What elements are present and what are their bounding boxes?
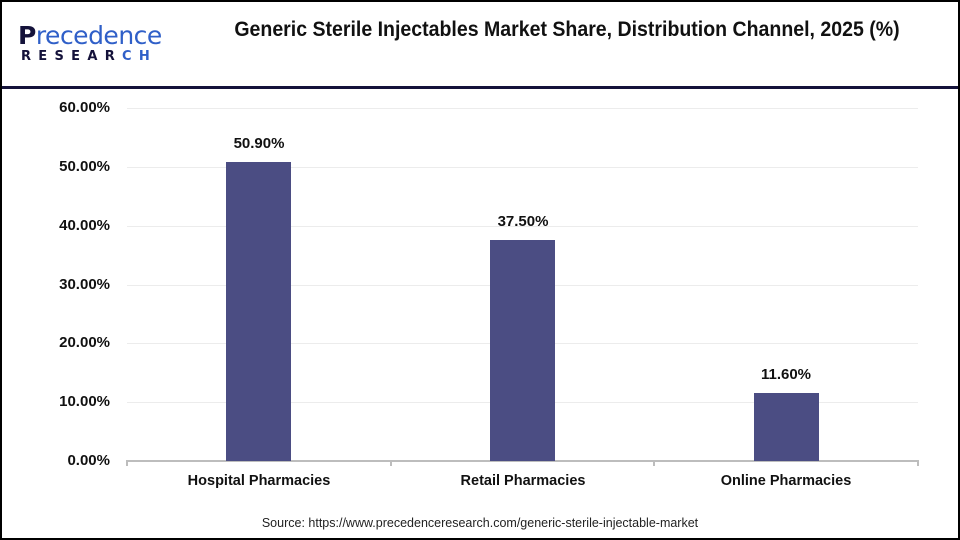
precedence-research-logo: Precedence RESEARCH <box>18 22 168 67</box>
logo-subtitle: RESEARCH <box>21 49 157 64</box>
x-axis-tick <box>390 460 392 466</box>
source-note: Source: https://www.precedenceresearch.c… <box>261 516 699 530</box>
x-axis-tick <box>126 460 128 466</box>
data-label: 11.60% <box>760 366 812 383</box>
x-axis-tick <box>917 460 919 466</box>
bar-hospital-pharmacies <box>226 162 291 461</box>
y-axis-tick-label: 20.00% <box>59 334 110 351</box>
y-axis-tick-label: 0.00% <box>67 452 110 469</box>
logo-p-glyph: P <box>18 21 36 50</box>
x-axis-category-label: Retail Pharmacies <box>460 473 586 489</box>
logo-subtitle-main: RESEAR <box>21 49 123 64</box>
data-label: 50.90% <box>233 135 285 152</box>
x-axis-category-label: Online Pharmacies <box>720 473 852 489</box>
gridline <box>127 226 918 227</box>
gridline <box>127 108 918 109</box>
logo-wordmark-rest: recedence <box>35 21 162 50</box>
x-axis-line <box>127 460 918 462</box>
chart-title: Generic Sterile Injectables Market Share… <box>234 18 900 41</box>
data-label: 37.50% <box>497 213 549 230</box>
y-axis-tick-label: 60.00% <box>59 99 110 116</box>
y-axis-tick-label: 50.00% <box>59 158 110 175</box>
x-axis-category-label: Hospital Pharmacies <box>187 473 331 489</box>
bar-online-pharmacies <box>754 393 819 461</box>
logo-subtitle-accent: CH <box>122 49 158 64</box>
logo-wordmark: Precedence <box>18 22 162 50</box>
bar-retail-pharmacies <box>490 240 555 461</box>
y-axis-tick-label: 30.00% <box>59 276 110 293</box>
y-axis-tick-label: 40.00% <box>59 217 110 234</box>
gridline <box>127 167 918 168</box>
x-axis-tick <box>653 460 655 466</box>
y-axis-tick-label: 10.00% <box>59 393 110 410</box>
chart-header: Precedence RESEARCH Generic Sterile Inje… <box>2 2 958 89</box>
